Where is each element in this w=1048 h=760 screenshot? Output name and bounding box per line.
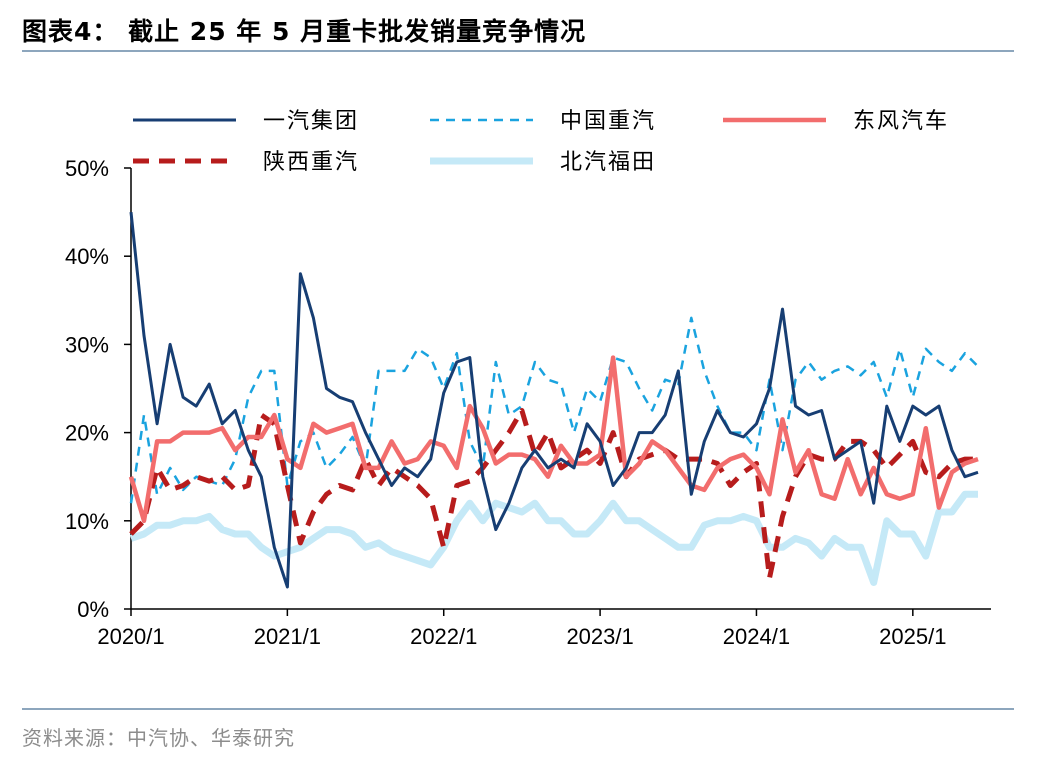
chart-axes: 0% 10% 20% 30% 40% 50% 2020/1 2021/1 2022/1 2023/…	[65, 156, 991, 649]
y-tick-label: 30%	[65, 332, 109, 357]
y-tick-label: 10%	[65, 509, 109, 534]
x-tick-label: 2024/1	[723, 624, 790, 649]
source-note: 资料来源：中汽协、华泰研究	[22, 726, 295, 750]
series-line-4	[129, 490, 978, 586]
legend-item-4: 北汽福田	[430, 150, 656, 175]
footer-divider	[22, 708, 1014, 710]
legend-item-3: 陕西重汽	[133, 150, 359, 175]
legend-label: 陕西重汽	[263, 150, 359, 175]
legend-item-2: 东风汽车	[723, 109, 949, 134]
figure-title: 图表4： 截止 25 年 5 月重卡批发销量竞争情况	[22, 17, 587, 46]
x-tick-label: 2023/1	[566, 624, 633, 649]
title-divider	[22, 50, 1014, 52]
legend-label: 中国重汽	[560, 109, 656, 134]
x-tick-label: 2022/1	[410, 624, 477, 649]
legend-label: 一汽集团	[263, 109, 359, 134]
y-tick-label: 0%	[77, 597, 109, 622]
y-tick-label: 20%	[65, 421, 109, 446]
x-tick-label: 2020/1	[97, 624, 164, 649]
legend-item-0: 一汽集团	[133, 109, 359, 134]
x-tick-label: 2021/1	[254, 624, 321, 649]
plot-area	[128, 211, 979, 589]
x-tick-label: 2025/1	[879, 624, 946, 649]
legend-item-1: 中国重汽	[430, 109, 656, 134]
y-tick-label: 40%	[65, 244, 109, 269]
series-line-1	[129, 316, 979, 504]
y-tick-label: 50%	[65, 156, 109, 181]
legend-label: 北汽福田	[560, 150, 656, 175]
legend-label: 东风汽车	[853, 109, 949, 134]
series-line-0	[129, 211, 979, 589]
series-line-2	[128, 355, 979, 524]
